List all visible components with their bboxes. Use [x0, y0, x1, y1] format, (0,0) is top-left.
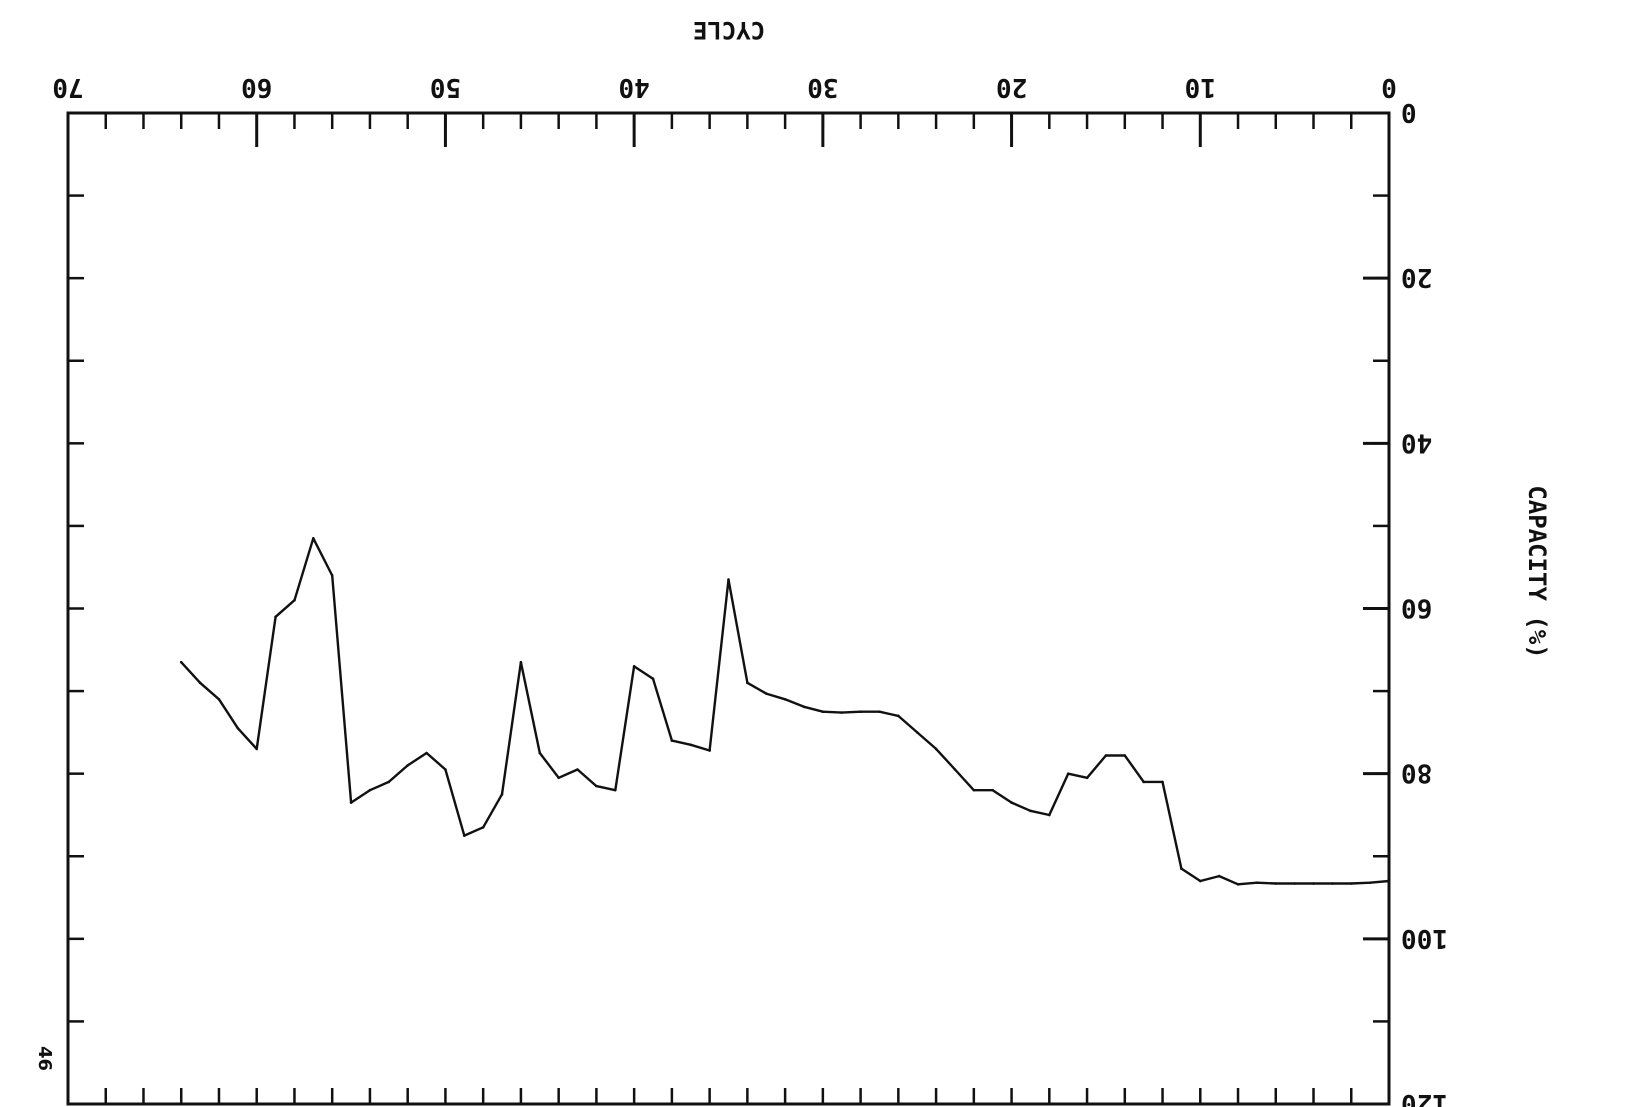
data-point — [1236, 883, 1240, 886]
data-point — [1010, 801, 1013, 804]
minor-ticks — [66, 111, 1391, 1106]
data-point — [670, 739, 674, 742]
data-point — [1217, 874, 1221, 878]
data-point — [1161, 780, 1164, 784]
data-point — [746, 681, 749, 685]
data-point — [179, 660, 183, 664]
data-point — [783, 698, 787, 701]
x-tick-labels: 0 10 20 30 40 50 60 70 — [52, 72, 1396, 102]
data-point — [1293, 882, 1296, 885]
data-point — [1349, 882, 1353, 885]
data-point — [576, 768, 579, 771]
y-tick-label: 60 — [1401, 593, 1432, 623]
capacity-series-line — [180, 537, 1390, 886]
data-point — [878, 710, 881, 714]
data-point — [689, 743, 693, 747]
data-point — [463, 834, 466, 837]
x-tick-label: 50 — [430, 72, 461, 102]
data-point — [802, 705, 806, 709]
data-point — [217, 698, 221, 701]
data-point — [387, 780, 391, 784]
data-point — [1255, 881, 1259, 884]
data-point — [1331, 882, 1334, 885]
y-tick-label: 80 — [1401, 758, 1432, 788]
y-tick-labels: 0 20 40 60 80 100 120 — [1401, 97, 1448, 1107]
data-point — [897, 714, 900, 718]
y-tick-label: 40 — [1401, 427, 1432, 457]
data-point — [632, 665, 636, 668]
data-point — [1048, 813, 1051, 817]
y-tick-label: 20 — [1401, 262, 1432, 292]
data-point — [613, 788, 617, 792]
data-point — [727, 578, 730, 581]
data-point — [236, 726, 240, 730]
data-point — [1029, 809, 1032, 813]
y-tick-label: 0 — [1401, 97, 1417, 127]
data-point — [293, 598, 296, 602]
data-point — [1368, 881, 1372, 884]
data-point — [500, 793, 504, 796]
x-tick-label: 60 — [241, 72, 272, 102]
data-point — [651, 677, 655, 680]
data-point — [557, 776, 560, 780]
data-point — [840, 711, 844, 714]
data-point — [1123, 754, 1127, 757]
data-point — [1274, 882, 1278, 885]
x-axis-title: CYCLE — [693, 16, 765, 44]
data-point — [934, 747, 938, 751]
x-tick-label: 20 — [996, 72, 1027, 102]
y-tick-label: 120 — [1401, 1088, 1448, 1107]
data-point — [312, 537, 315, 540]
data-point — [255, 747, 259, 751]
data-point — [519, 660, 523, 664]
data-point — [821, 710, 825, 714]
x-tick-label: 0 — [1381, 72, 1397, 102]
plot-frame — [66, 111, 1391, 1106]
data-point — [274, 615, 277, 619]
data-point — [1312, 882, 1315, 885]
data-point — [953, 768, 957, 771]
data-point — [708, 749, 711, 752]
data-point — [1066, 772, 1070, 775]
major-ticks — [66, 111, 1391, 1106]
data-point — [425, 751, 428, 755]
data-point — [915, 731, 919, 734]
page-number: 46 — [34, 1045, 56, 1072]
x-tick-label: 30 — [807, 72, 838, 102]
data-point — [1387, 879, 1391, 883]
data-point — [595, 784, 598, 788]
capacity-series-points — [179, 537, 1391, 886]
data-point — [859, 710, 862, 714]
x-tick-label: 10 — [1185, 72, 1216, 102]
data-point — [1142, 780, 1145, 784]
data-point — [406, 764, 409, 767]
data-point — [481, 826, 485, 829]
y-axis-title: CAPACITY (%) — [1523, 485, 1551, 658]
data-point — [444, 768, 447, 771]
data-point — [349, 801, 353, 804]
x-tick-label: 70 — [52, 72, 83, 102]
y-tick-label: 100 — [1401, 923, 1448, 953]
data-point — [198, 681, 202, 685]
data-point — [538, 751, 542, 755]
data-point — [330, 574, 334, 577]
data-point — [1198, 879, 1202, 883]
data-point — [972, 788, 976, 792]
data-point — [368, 788, 372, 792]
data-point — [1180, 867, 1183, 870]
data-point — [991, 788, 994, 792]
data-point — [1104, 754, 1108, 757]
x-tick-label: 40 — [618, 72, 649, 102]
data-point — [1085, 776, 1089, 780]
data-point — [764, 692, 768, 695]
